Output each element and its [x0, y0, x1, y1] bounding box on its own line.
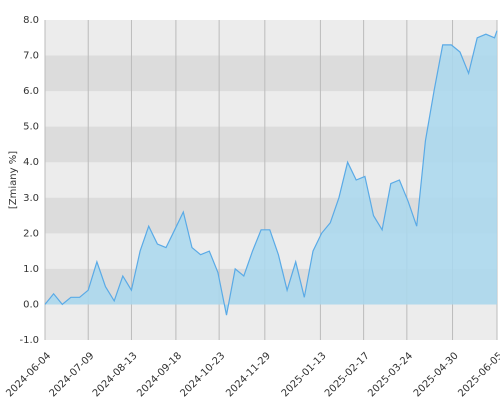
y-tick-label: 5.0 [23, 122, 39, 133]
x-tick-label: 2025-01-13 [280, 350, 329, 399]
x-tick-label: 2024-08-13 [91, 350, 140, 399]
y-tick-label: -1.0 [19, 335, 39, 346]
line [44, 30, 498, 316]
x-tick-label: 2024-07-09 [48, 350, 97, 399]
y-tick-label: 6.0 [23, 86, 39, 97]
grid-band [45, 126, 497, 163]
x-tick-label: 2025-03-24 [366, 350, 415, 399]
area [45, 30, 497, 316]
x-tick-label: 2025-02-17 [323, 350, 372, 399]
y-tick-label: 4.0 [23, 157, 39, 168]
x-tick-label: 2024-10-23 [178, 350, 227, 399]
y-tick-label: 8.0 [23, 15, 39, 26]
x-tick-label: 2024-11-29 [224, 350, 273, 399]
y-tick-label: 3.0 [23, 193, 39, 204]
x-tick-label: 2024-06-04 [4, 350, 53, 399]
y-axis-label: [Zmiany %] [8, 151, 19, 209]
y-tick-label: 7.0 [23, 51, 39, 62]
y-tick-label: 0.0 [23, 299, 39, 310]
y-tick-label: 2.0 [23, 228, 39, 239]
y-tick-label: 1.0 [23, 264, 39, 275]
x-tick-label: 2025-06-05 [456, 350, 500, 399]
x-tick-label: 2024-09-18 [135, 350, 184, 399]
grid-band [45, 55, 497, 92]
x-tick-label: 2025-04-30 [412, 350, 461, 399]
